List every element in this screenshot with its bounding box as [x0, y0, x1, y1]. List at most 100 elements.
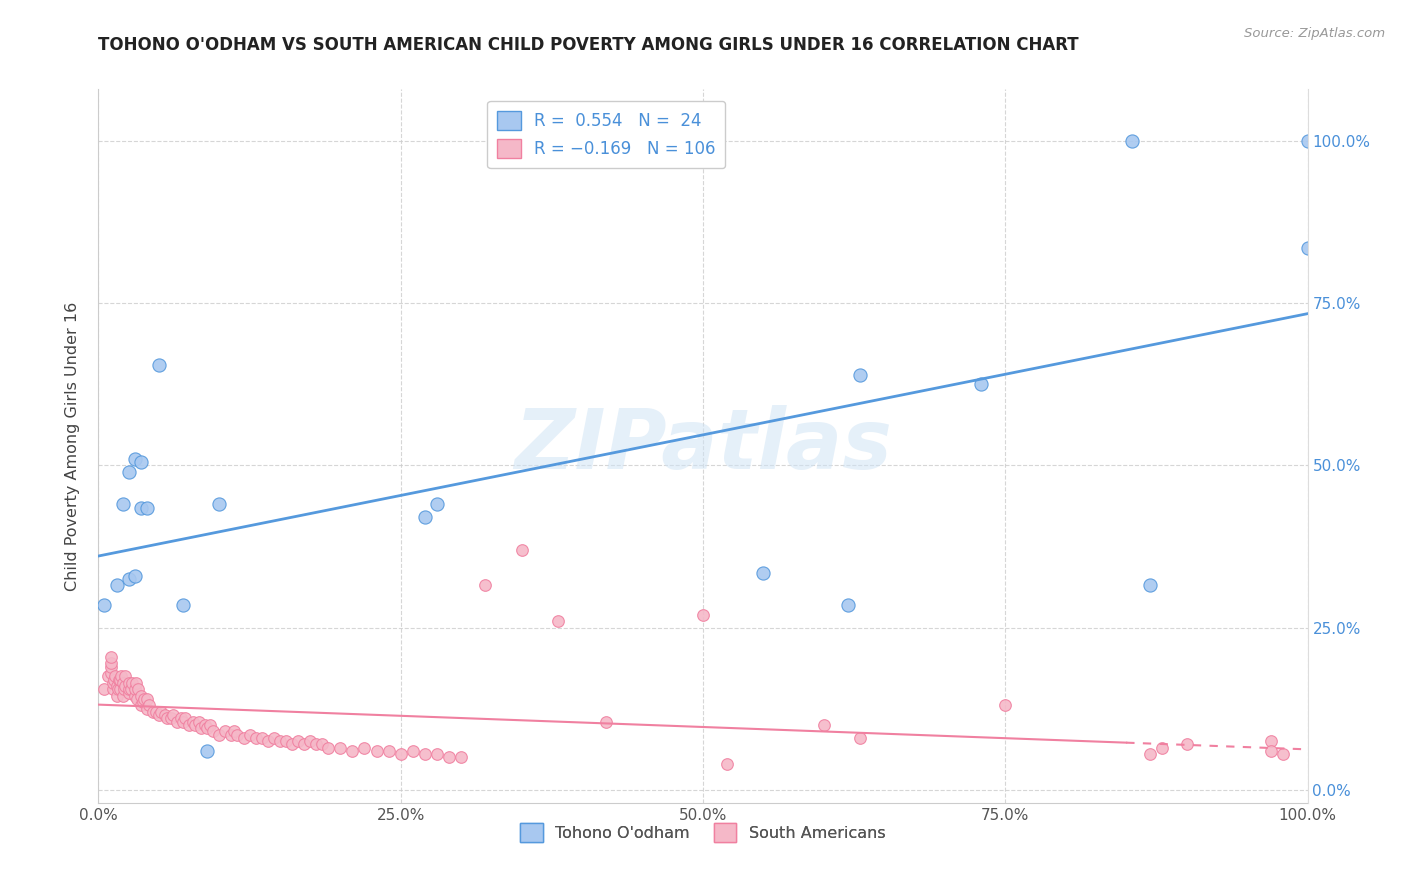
Point — [269, 734, 291, 748]
Point — [93, 682, 115, 697]
Point — [311, 738, 333, 752]
Point — [202, 724, 225, 739]
Point — [426, 497, 449, 511]
Point — [132, 695, 155, 709]
Point — [138, 698, 160, 713]
Point — [510, 542, 533, 557]
Point — [112, 682, 135, 697]
Point — [135, 500, 157, 515]
Point — [142, 705, 165, 719]
Point — [103, 673, 125, 687]
Point — [256, 734, 278, 748]
Point — [118, 572, 141, 586]
Point — [1121, 134, 1143, 148]
Point — [377, 744, 399, 758]
Point — [166, 714, 188, 729]
Point — [97, 669, 120, 683]
Point — [181, 714, 204, 729]
Point — [208, 497, 231, 511]
Y-axis label: Child Poverty Among Girls Under 16: Child Poverty Among Girls Under 16 — [65, 301, 80, 591]
Point — [129, 500, 152, 515]
Point — [1260, 744, 1282, 758]
Point — [118, 685, 141, 699]
Point — [752, 566, 775, 580]
Point — [118, 675, 141, 690]
Point — [437, 750, 460, 764]
Point — [245, 731, 267, 745]
Point — [110, 669, 132, 683]
Point — [169, 711, 191, 725]
Point — [250, 731, 273, 745]
Point — [413, 510, 436, 524]
Point — [813, 718, 835, 732]
Point — [108, 673, 131, 687]
Point — [232, 731, 254, 745]
Point — [148, 358, 170, 372]
Point — [105, 689, 128, 703]
Point — [214, 724, 236, 739]
Point — [111, 497, 134, 511]
Point — [160, 711, 183, 725]
Point — [184, 718, 207, 732]
Point — [366, 744, 388, 758]
Point — [342, 744, 364, 758]
Point — [1260, 734, 1282, 748]
Point — [101, 675, 124, 690]
Point — [595, 714, 617, 729]
Point — [426, 747, 449, 761]
Point — [239, 728, 262, 742]
Point — [222, 724, 245, 739]
Point — [156, 711, 179, 725]
Point — [108, 682, 131, 697]
Point — [124, 689, 146, 703]
Point — [134, 692, 156, 706]
Point — [194, 718, 217, 732]
Point — [221, 728, 243, 742]
Text: Source: ZipAtlas.com: Source: ZipAtlas.com — [1244, 27, 1385, 40]
Point — [195, 744, 218, 758]
Point — [129, 455, 152, 469]
Point — [135, 702, 157, 716]
Text: TOHONO O'ODHAM VS SOUTH AMERICAN CHILD POVERTY AMONG GIRLS UNDER 16 CORRELATION : TOHONO O'ODHAM VS SOUTH AMERICAN CHILD P… — [98, 36, 1078, 54]
Point — [474, 578, 496, 592]
Point — [190, 721, 212, 735]
Point — [174, 711, 197, 725]
Point — [1152, 740, 1174, 755]
Point — [195, 721, 218, 735]
Point — [179, 718, 201, 732]
Point — [127, 682, 149, 697]
Point — [316, 740, 339, 755]
Point — [129, 698, 152, 713]
Point — [1139, 578, 1161, 592]
Point — [124, 682, 146, 697]
Point — [837, 598, 859, 612]
Point — [198, 718, 221, 732]
Point — [105, 679, 128, 693]
Point — [100, 666, 122, 681]
Point — [100, 659, 122, 673]
Point — [124, 568, 146, 582]
Point — [994, 698, 1017, 713]
Point — [120, 682, 142, 697]
Point — [135, 692, 157, 706]
Point — [101, 682, 124, 697]
Point — [716, 756, 738, 771]
Point — [329, 740, 352, 755]
Point — [124, 452, 146, 467]
Point — [145, 705, 167, 719]
Point — [1272, 747, 1295, 761]
Point — [104, 669, 127, 683]
Point — [129, 689, 152, 703]
Point — [263, 731, 285, 745]
Point — [114, 669, 136, 683]
Point — [208, 728, 231, 742]
Point — [299, 734, 322, 748]
Point — [413, 747, 436, 761]
Point — [100, 649, 122, 664]
Point — [1296, 241, 1319, 255]
Point — [118, 682, 141, 697]
Point — [849, 731, 872, 745]
Point — [107, 682, 129, 697]
Point — [1175, 738, 1198, 752]
Point — [114, 679, 136, 693]
